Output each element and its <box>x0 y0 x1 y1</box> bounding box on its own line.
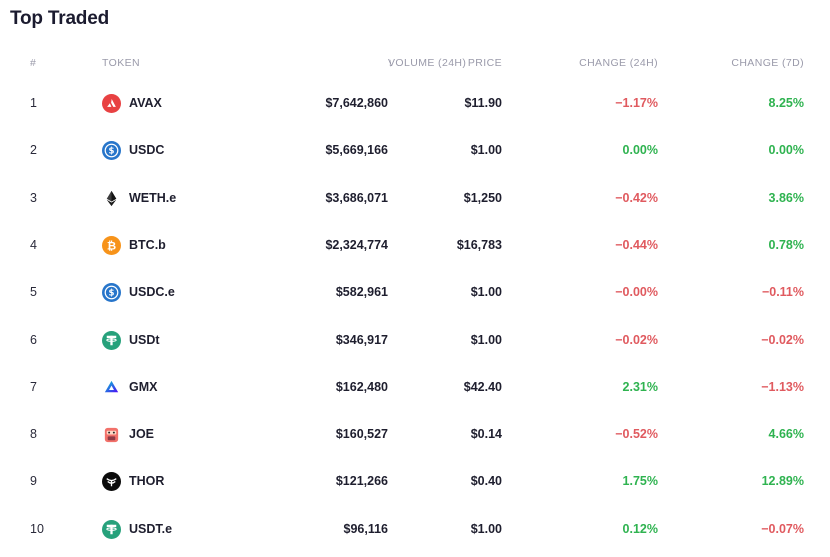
row-change-24h: 2.31% <box>622 379 658 394</box>
row-change-24h: −0.44% <box>615 237 658 252</box>
svg-text:$: $ <box>109 147 115 157</box>
svg-text:₿: ₿ <box>107 238 116 252</box>
token-symbol: GMX <box>129 379 158 394</box>
table-row-weth-e[interactable]: 3 WETH.e $3,686,071 $1,250 −0.42% 3.86% <box>0 175 830 222</box>
row-price: $1.00 <box>470 285 502 300</box>
row-change-7d: 3.86% <box>768 190 804 205</box>
btc-icon: ₿ <box>102 235 121 255</box>
row-rank: 8 <box>30 427 37 442</box>
row-rank: 6 <box>30 332 37 347</box>
column-header-volume-label: VOLUME (24H) <box>388 57 467 69</box>
table-row-avax[interactable]: 1 AVAX $7,642,860 $11.90 −1.17% 8.25% <box>0 80 830 127</box>
eth-icon <box>102 189 121 208</box>
row-change-7d: 4.66% <box>768 427 804 442</box>
token-symbol: WETH.e <box>129 190 177 205</box>
row-volume: $160,527 <box>335 427 388 442</box>
row-change-7d: −0.11% <box>761 285 804 300</box>
row-price: $0.40 <box>470 474 502 489</box>
row-change-24h: 0.12% <box>622 521 658 536</box>
row-price: $0.14 <box>470 427 502 442</box>
row-rank: 1 <box>30 96 37 110</box>
column-header-change-24h[interactable]: CHANGE (24H) <box>579 57 658 69</box>
row-change-24h: 1.75% <box>622 474 658 489</box>
row-rank: 9 <box>30 474 37 489</box>
row-volume: $7,642,860 <box>325 96 388 110</box>
row-price: $1,250 <box>463 190 502 205</box>
row-volume: $5,669,166 <box>325 143 388 158</box>
row-rank: 7 <box>30 379 37 394</box>
table-row-usdc[interactable]: 2 $ USDC $5,669,166 $1.00 0.00% 0.00% <box>0 127 830 174</box>
row-rank: 5 <box>30 285 37 300</box>
row-rank: 10 <box>30 521 44 536</box>
page-title: Top Traded <box>10 8 109 29</box>
row-price: $42.40 <box>463 379 502 394</box>
row-rank: 2 <box>30 143 37 158</box>
row-change-7d: −1.13% <box>761 379 804 394</box>
row-volume: $582,961 <box>335 285 388 300</box>
column-header-change-7d[interactable]: CHANGE (7D) <box>731 57 804 69</box>
row-change-24h: −0.00% <box>615 285 658 300</box>
table-row-usdt-e[interactable]: 10 USDT.e $96,116 $1.00 0.12% −0.07% <box>0 506 830 553</box>
table-row-usdc-e[interactable]: 5 $ USDC.e $582,961 $1.00 −0.00% −0.11% <box>0 269 830 316</box>
row-price: $16,783 <box>456 237 502 252</box>
token-symbol: USDT.e <box>129 521 173 536</box>
usdc-icon: $ <box>102 283 121 303</box>
column-header-rank: # <box>30 57 37 69</box>
usdc-icon: $ <box>102 141 121 161</box>
column-header-token: TOKEN <box>102 57 140 69</box>
row-rank: 4 <box>30 237 37 252</box>
tether-icon <box>102 330 121 350</box>
table-row-btc-b[interactable]: 4 ₿ BTC.b $2,324,774 $16,783 −0.44% 0.78… <box>0 222 830 269</box>
row-change-7d: −0.07% <box>761 521 804 536</box>
row-change-24h: −0.42% <box>615 190 658 205</box>
table-row-thor[interactable]: 9 THOR $121,266 $0.40 1.75% 12.89% <box>0 458 830 505</box>
token-symbol: AVAX <box>129 96 162 110</box>
table-header: # TOKEN ↓ VOLUME (24H) PRICE CHANGE (24H)… <box>0 57 830 71</box>
token-symbol: JOE <box>129 427 155 442</box>
row-volume: $3,686,071 <box>325 190 388 205</box>
tether-icon <box>102 519 121 539</box>
table-row-gmx[interactable]: 7 GMX $162,480 $42.40 2.31% −1.13% <box>0 364 830 411</box>
token-symbol: USDC.e <box>129 285 175 300</box>
row-change-24h: −0.02% <box>615 332 658 347</box>
token-symbol: USDt <box>129 332 160 347</box>
row-change-24h: 0.00% <box>622 143 658 158</box>
svg-text:$: $ <box>109 289 115 299</box>
token-symbol: USDC <box>129 143 165 158</box>
table-row-joe[interactable]: 8 JOE $160,527 $0.14 −0.52% 4.66% <box>0 411 830 458</box>
token-symbol: THOR <box>129 474 165 489</box>
thor-icon <box>102 472 121 492</box>
row-change-7d: 0.78% <box>768 237 804 252</box>
row-volume: $96,116 <box>343 521 389 536</box>
avax-icon <box>102 94 121 113</box>
column-header-price[interactable]: PRICE <box>467 57 502 69</box>
sort-down-arrow-icon: ↓ <box>388 57 394 69</box>
row-change-24h: −1.17% <box>615 96 658 110</box>
row-rank: 3 <box>30 190 37 205</box>
row-change-7d: 8.25% <box>768 96 804 110</box>
row-price: $11.90 <box>464 96 502 110</box>
row-price: $1.00 <box>470 332 502 347</box>
row-change-7d: −0.02% <box>761 332 804 347</box>
joe-icon <box>102 425 121 444</box>
row-volume: $346,917 <box>335 332 388 347</box>
row-change-7d: 0.00% <box>768 143 804 158</box>
row-price: $1.00 <box>470 521 502 536</box>
row-change-24h: −0.52% <box>615 427 658 442</box>
row-price: $1.00 <box>470 143 502 158</box>
row-volume: $162,480 <box>335 379 388 394</box>
row-change-7d: 12.89% <box>761 474 804 489</box>
table-row-usdt[interactable]: 6 USDt $346,917 $1.00 −0.02% −0.02% <box>0 317 830 364</box>
row-volume: $2,324,774 <box>325 237 388 252</box>
row-volume: $121,266 <box>335 474 388 489</box>
gmx-icon <box>102 378 121 397</box>
token-symbol: BTC.b <box>129 237 166 252</box>
